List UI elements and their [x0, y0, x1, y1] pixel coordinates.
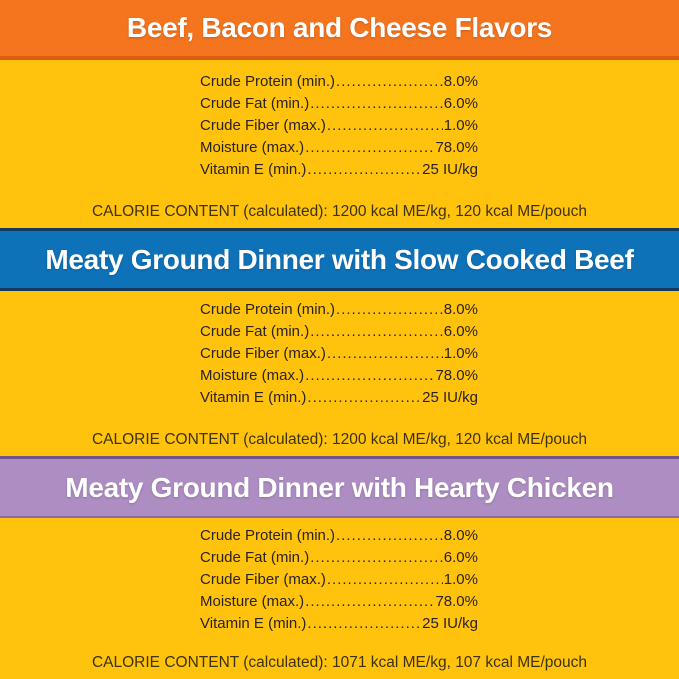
dot-leader: ........................................… — [305, 367, 435, 384]
analysis-label: Crude Fiber (max.) — [200, 345, 326, 362]
dot-leader: ........................................… — [305, 139, 435, 156]
dot-leader: ........................................… — [326, 571, 443, 588]
analysis-label: Crude Protein (min.) — [200, 527, 336, 544]
analysis-label: Moisture (max.) — [200, 139, 305, 156]
analysis-row: Crude Protein (min.) ...................… — [200, 299, 478, 321]
analysis-label: Moisture (max.) — [200, 367, 305, 384]
analysis-label: Vitamin E (min.) — [200, 389, 307, 406]
analysis-value: 78.0% — [435, 139, 478, 156]
dot-leader: ........................................… — [307, 389, 422, 406]
section-title: Beef, Bacon and Cheese Flavors — [126, 12, 553, 43]
analysis-value: 78.0% — [435, 593, 478, 610]
section-title: Meaty Ground Dinner with Hearty Chicken — [65, 471, 614, 503]
analysis-label: Crude Fiber (max.) — [200, 571, 326, 588]
guaranteed-analysis-list: Crude Protein (min.) ...................… — [200, 71, 478, 181]
guaranteed-analysis-list: Crude Protein (min.) ...................… — [200, 525, 478, 635]
analysis-row: Moisture (max.) ........................… — [200, 137, 478, 159]
analysis-value: 6.0% — [443, 95, 478, 112]
analysis-value: 78.0% — [435, 367, 478, 384]
calorie-content-line: CALORIE CONTENT (calculated): 1200 kcal … — [91, 203, 588, 220]
calorie-content-line: CALORIE CONTENT (calculated): 1071 kcal … — [91, 654, 588, 671]
analysis-row: Moisture (max.) ........................… — [200, 365, 478, 387]
analysis-label: Crude Protein (min.) — [200, 301, 336, 318]
analysis-value: 1.0% — [443, 345, 478, 362]
dot-leader: ........................................… — [310, 549, 443, 566]
analysis-row: Crude Fiber (max.) .....................… — [200, 343, 478, 365]
analysis-label: Vitamin E (min.) — [200, 161, 307, 178]
analysis-value: 1.0% — [443, 571, 478, 588]
analysis-row: Crude Fat (min.) .......................… — [200, 321, 478, 343]
dot-leader: ........................................… — [336, 73, 443, 90]
analysis-label: Crude Fat (min.) — [200, 323, 310, 340]
section-title: Meaty Ground Dinner with Slow Cooked Bee… — [45, 243, 634, 275]
analysis-row: Crude Protein (min.) ...................… — [200, 71, 478, 93]
section-header-band-hearty-chicken: Meaty Ground Dinner with Hearty Chicken — [0, 456, 679, 518]
dot-leader: ........................................… — [326, 345, 443, 362]
dot-leader: ........................................… — [310, 323, 443, 340]
analysis-row: Crude Fat (min.) .......................… — [200, 547, 478, 569]
analysis-value: 6.0% — [443, 323, 478, 340]
dot-leader: ........................................… — [305, 593, 435, 610]
section-header-band-slow-cooked-beef: Meaty Ground Dinner with Slow Cooked Bee… — [0, 228, 679, 291]
analysis-value: 25 IU/kg — [422, 161, 478, 178]
analysis-label: Crude Fat (min.) — [200, 95, 310, 112]
analysis-label: Crude Fat (min.) — [200, 549, 310, 566]
analysis-value: 25 IU/kg — [422, 615, 478, 632]
analysis-row: Crude Fiber (max.) .....................… — [200, 115, 478, 137]
analysis-row: Vitamin E (min.) .......................… — [200, 613, 478, 635]
analysis-value: 8.0% — [443, 301, 478, 318]
section-header-band-beef-bacon-cheese: Beef, Bacon and Cheese Flavors — [0, 0, 679, 60]
analysis-value: 8.0% — [443, 527, 478, 544]
dot-leader: ........................................… — [336, 527, 443, 544]
analysis-label: Crude Protein (min.) — [200, 73, 336, 90]
dot-leader: ........................................… — [307, 161, 422, 178]
analysis-row: Moisture (max.) ........................… — [200, 591, 478, 613]
analysis-value: 25 IU/kg — [422, 389, 478, 406]
analysis-value: 8.0% — [443, 73, 478, 90]
analysis-label: Vitamin E (min.) — [200, 615, 307, 632]
dot-leader: ........................................… — [310, 95, 443, 112]
analysis-value: 6.0% — [443, 549, 478, 566]
calorie-content-line: CALORIE CONTENT (calculated): 1200 kcal … — [91, 431, 588, 448]
analysis-label: Crude Fiber (max.) — [200, 117, 326, 134]
dot-leader: ........................................… — [336, 301, 443, 318]
guaranteed-analysis-list: Crude Protein (min.) ...................… — [200, 299, 478, 409]
dot-leader: ........................................… — [307, 615, 422, 632]
analysis-row: Crude Fiber (max.) .....................… — [200, 569, 478, 591]
analysis-row: Crude Protein (min.) ...................… — [200, 525, 478, 547]
analysis-row: Vitamin E (min.) .......................… — [200, 387, 478, 409]
analysis-row: Crude Fat (min.) .......................… — [200, 93, 478, 115]
analysis-row: Vitamin E (min.) .......................… — [200, 159, 478, 181]
analysis-value: 1.0% — [443, 117, 478, 134]
dot-leader: ........................................… — [326, 117, 443, 134]
analysis-label: Moisture (max.) — [200, 593, 305, 610]
